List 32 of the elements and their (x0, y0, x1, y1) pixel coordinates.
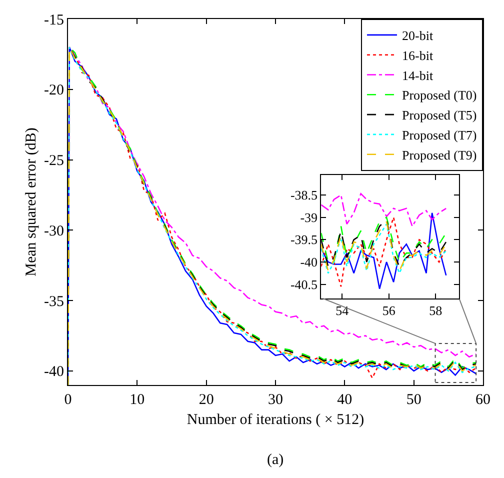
x-tick-label: 50 (406, 392, 422, 408)
x-tick-label: 40 (337, 392, 352, 408)
line-series (321, 193, 447, 227)
y-tick-label: -20 (44, 82, 64, 99)
legend-label: 16-bit (402, 48, 434, 63)
legend-label: Proposed (T9) (402, 147, 477, 162)
y-tick-label: -35 (44, 294, 64, 310)
y-axis-title: Mean squared error (dB) (23, 128, 40, 276)
y-tick-label: -38.5 (290, 188, 318, 203)
y-tick-label: -39 (300, 210, 318, 225)
y-tick-label: -15 (44, 12, 64, 28)
x-tick-label: 0 (64, 392, 72, 408)
x-tick-label: 54 (336, 303, 350, 318)
x-axis-title: Number of iterations ( × 512) (186, 412, 364, 428)
y-tick-label: -25 (44, 153, 64, 170)
legend-label: Proposed (T0) (402, 88, 477, 103)
y-tick-label: -40.5 (290, 276, 318, 292)
y-tick-label: -30 (44, 223, 64, 240)
x-tick-label: 10 (130, 392, 145, 408)
legend-label: 14-bit (402, 68, 434, 83)
y-tick-label: -39.5 (290, 232, 318, 248)
x-tick-label: 56 (382, 303, 396, 318)
text: (a) (267, 452, 284, 468)
y-tick-label: -40 (300, 254, 318, 270)
x-tick-label: 30 (268, 392, 283, 408)
y-tick-label: -40 (44, 364, 64, 380)
legend-label: Proposed (T5) (402, 108, 477, 123)
x-tick-label: 58 (429, 303, 442, 318)
legend-label: Proposed (T7) (402, 128, 477, 143)
x-tick-label: 60 (476, 392, 490, 408)
x-tick-label: 20 (198, 392, 214, 408)
legend-label: 20-bit (402, 28, 434, 44)
